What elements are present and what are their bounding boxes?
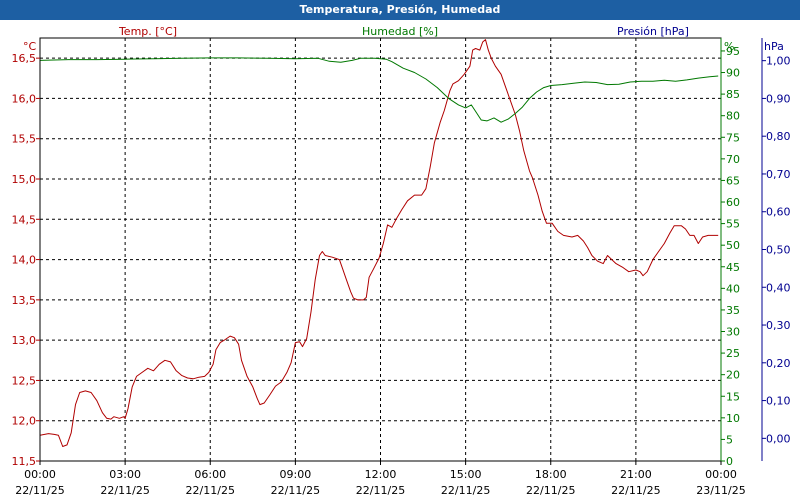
pressure-tick-label: 0,90 [766, 92, 791, 105]
x-tick-time: 00:00 [24, 468, 56, 481]
x-tick-date: 22/11/25 [186, 484, 235, 497]
x-tick-date: 23/11/25 [696, 484, 745, 497]
humidity-tick-label: 20 [726, 369, 740, 382]
temp-tick-label: 16,5 [12, 52, 37, 65]
humidity-tick-label: 40 [726, 282, 740, 295]
humidity-tick-label: 75 [726, 131, 740, 144]
humidity-tick-label: 65 [726, 174, 740, 187]
temp-unit-label: °C [23, 40, 37, 53]
humidity-tick-label: 5 [726, 433, 733, 446]
x-tick-date: 22/11/25 [271, 484, 320, 497]
humidity-tick-label: 15 [726, 390, 740, 403]
x-tick-time: 21:00 [620, 468, 652, 481]
x-tick-time: 15:00 [450, 468, 482, 481]
humidity-tick-label: 55 [726, 218, 740, 231]
pressure-tick-label: 0,20 [766, 357, 791, 370]
temp-tick-label: 11,5 [12, 455, 37, 468]
x-tick-date: 22/11/25 [15, 484, 64, 497]
x-tick-date: 22/11/25 [441, 484, 490, 497]
temp-tick-label: 12,0 [12, 415, 37, 428]
humidity-tick-label: 30 [726, 326, 740, 339]
pressure-tick-label: 0,80 [766, 130, 791, 143]
temperature-series-line [39, 39, 719, 447]
pressure-tick-label: 1,00 [766, 55, 791, 68]
humidity-tick-label: 25 [726, 347, 740, 360]
temp-tick-label: 16,0 [12, 92, 37, 105]
pressure-tick-label: 0,50 [766, 244, 791, 257]
humidity-series-line [39, 57, 719, 123]
pressure-tick-label: 0,30 [766, 319, 791, 332]
x-tick-date: 22/11/25 [356, 484, 405, 497]
x-tick-time: 06:00 [194, 468, 226, 481]
pressure-tick-label: 0,40 [766, 281, 791, 294]
temp-tick-label: 12,5 [12, 374, 37, 387]
humidity-tick-label: 50 [726, 239, 740, 252]
temp-tick-label: 13,5 [12, 294, 37, 307]
humidity-axis-title: Humedad [%] [362, 25, 438, 38]
humidity-tick-label: 45 [726, 261, 740, 274]
humidity-tick-label: 35 [726, 304, 740, 317]
x-tick-time: 18:00 [535, 468, 567, 481]
pressure-tick-label: 0,60 [766, 206, 791, 219]
x-tick-time: 09:00 [280, 468, 312, 481]
x-tick-date: 22/11/25 [100, 484, 149, 497]
pressure-tick-label: 0,00 [766, 432, 791, 445]
humidity-tick-label: 10 [726, 412, 740, 425]
pressure-axis-title: Presión [hPa] [617, 25, 689, 38]
pressure-tick-label: 0,70 [766, 168, 791, 181]
humidity-tick-label: 0 [726, 455, 733, 468]
x-tick-time: 03:00 [109, 468, 141, 481]
temp-axis-title: Temp. [°C] [118, 25, 177, 38]
grid [40, 38, 721, 462]
x-tick-date: 22/11/25 [611, 484, 660, 497]
pressure-unit-label: hPa [764, 40, 784, 53]
x-tick-date: 22/11/25 [526, 484, 575, 497]
temp-tick-label: 14,0 [12, 254, 37, 267]
humidity-tick-label: 95 [726, 45, 740, 58]
humidity-tick-label: 90 [726, 67, 740, 80]
temp-tick-label: 15,5 [12, 133, 37, 146]
pressure-tick-label: 0,10 [766, 395, 791, 408]
x-tick-time: 12:00 [365, 468, 397, 481]
humidity-unit-label: % [724, 40, 734, 53]
humidity-tick-label: 80 [726, 110, 740, 123]
window-title: Temperatura, Presión, Humedad [0, 0, 800, 20]
temp-tick-label: 15,0 [12, 173, 37, 186]
x-tick-time: 00:00 [705, 468, 737, 481]
humidity-tick-label: 70 [726, 153, 740, 166]
humidity-tick-label: 85 [726, 88, 740, 101]
temp-tick-label: 13,0 [12, 334, 37, 347]
temp-tick-label: 14,5 [12, 213, 37, 226]
humidity-tick-label: 60 [726, 196, 740, 209]
